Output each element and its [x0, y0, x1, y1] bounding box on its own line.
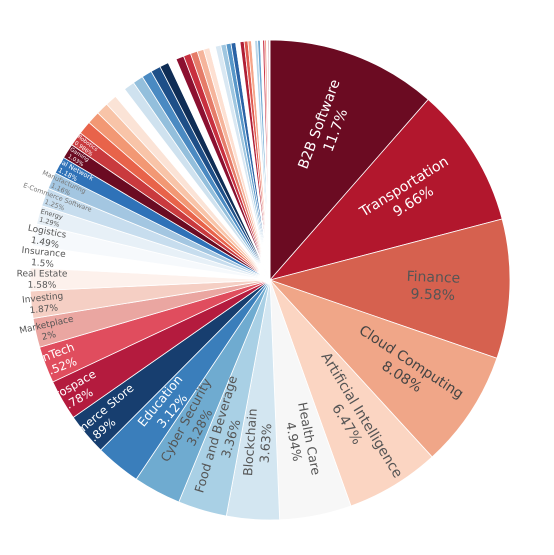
slices-layer [29, 39, 511, 521]
slice-cloud-computing[interactable] [269, 279, 498, 458]
slice-transportation[interactable] [268, 98, 503, 281]
slice-label-percent: 1.5% [31, 258, 55, 270]
slice-label-percent: 4.94% [283, 421, 305, 463]
slice-b2b-software[interactable] [269, 39, 429, 282]
slice-label-percent: 9.58% [410, 286, 455, 304]
slice-label-percent: 2% [41, 330, 58, 343]
slice-label-name: Insurance [21, 246, 66, 260]
slice-finance[interactable] [268, 218, 511, 359]
slice-label-name: Finance [406, 269, 460, 287]
slice-label-percent: 1.87% [29, 303, 59, 316]
slice-label-percent: 3.63% [257, 423, 275, 464]
slice-label-name: Blockchain [240, 408, 260, 477]
slice-label-percent: 1.58% [28, 281, 57, 291]
slice-label-name: Investing [22, 292, 64, 306]
slice-minor-57[interactable] [268, 39, 271, 281]
slice-label-name: Real Estate [17, 269, 68, 279]
slice-label-real-estate: Real Estate 1.58% [17, 269, 68, 290]
